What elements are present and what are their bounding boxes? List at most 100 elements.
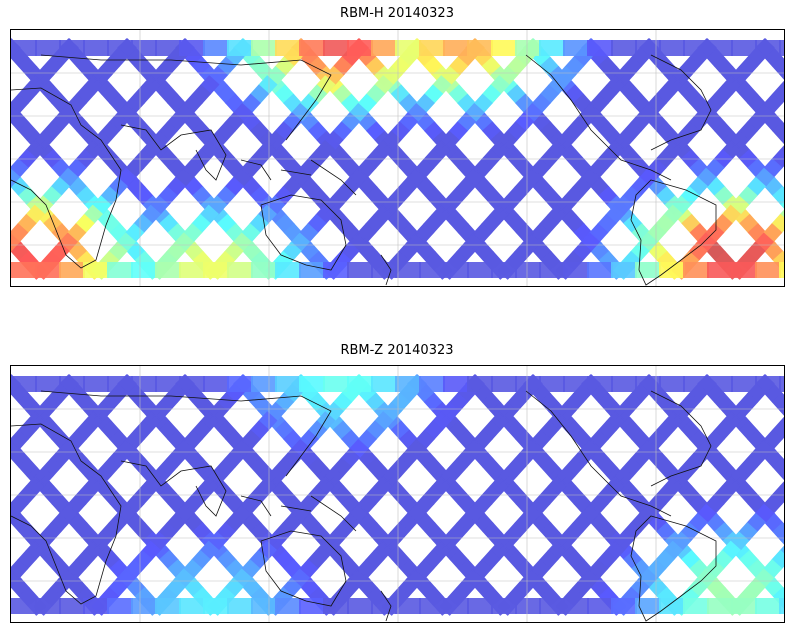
polar-swath-cell bbox=[371, 40, 397, 56]
polar-swath-cell bbox=[659, 262, 685, 278]
polar-swath-cell bbox=[203, 598, 229, 614]
polar-swath-cell bbox=[707, 376, 733, 392]
polar-swath-cell bbox=[107, 598, 133, 614]
polar-swath-cell bbox=[395, 262, 421, 278]
polar-swath-cell bbox=[515, 376, 541, 392]
coastline-path bbox=[630, 515, 717, 622]
coastline-path bbox=[525, 54, 672, 181]
polar-swath-cell bbox=[467, 262, 493, 278]
polar-swath-cell bbox=[611, 262, 637, 278]
coastline-path bbox=[260, 530, 347, 607]
polar-swath-cell bbox=[203, 376, 229, 392]
polar-swath-cell bbox=[659, 598, 685, 614]
polar-swath-cell bbox=[683, 598, 709, 614]
polar-swath-cell bbox=[155, 40, 181, 56]
polar-swath-cell bbox=[299, 598, 325, 614]
polar-swath-cell bbox=[755, 262, 781, 278]
polar-swath-cell bbox=[707, 262, 733, 278]
polar-swath-cell bbox=[251, 40, 277, 56]
polar-swath-cell bbox=[491, 598, 517, 614]
polar-swath-cell bbox=[83, 262, 109, 278]
polar-swath-cell bbox=[59, 376, 85, 392]
polar-swath-cell bbox=[611, 376, 637, 392]
polar-swath-cell bbox=[323, 40, 349, 56]
polar-swath-cell bbox=[611, 598, 637, 614]
polar-swath-cell bbox=[707, 40, 733, 56]
swath-segment bbox=[772, 457, 784, 481]
polar-swath-cell bbox=[635, 262, 661, 278]
polar-swath-cell bbox=[563, 376, 589, 392]
polar-swath-cell bbox=[467, 598, 493, 614]
polar-swath-cell bbox=[131, 376, 157, 392]
polar-swath-cell bbox=[779, 262, 784, 278]
polar-swath-cell bbox=[443, 40, 469, 56]
polar-swath-cell bbox=[83, 598, 109, 614]
polar-swath-cell bbox=[83, 376, 109, 392]
map-canvas-h bbox=[11, 30, 784, 286]
polar-swath-cell bbox=[539, 598, 565, 614]
polar-swath-cell bbox=[227, 262, 253, 278]
polar-swath-cell bbox=[635, 598, 661, 614]
polar-swath-cell bbox=[755, 40, 781, 56]
polar-swath-cell bbox=[251, 376, 277, 392]
polar-swath-cell bbox=[587, 262, 613, 278]
polar-swath-cell bbox=[179, 40, 205, 56]
polar-swath-cell bbox=[203, 40, 229, 56]
coastline-path bbox=[380, 590, 392, 622]
polar-swath-cell bbox=[275, 40, 301, 56]
polar-swath-cell bbox=[179, 262, 205, 278]
polar-swath-cell bbox=[515, 262, 541, 278]
polar-swath-cell bbox=[107, 40, 133, 56]
polar-swath-cell bbox=[779, 40, 784, 56]
polar-swath-cell bbox=[35, 40, 61, 56]
polar-swath-cell bbox=[491, 40, 517, 56]
polar-swath-cell bbox=[179, 376, 205, 392]
polar-swath-cell bbox=[323, 598, 349, 614]
map-rbm-h[interactable] bbox=[10, 29, 785, 287]
polar-swath-cell bbox=[731, 376, 757, 392]
coastline-path bbox=[630, 179, 717, 286]
map-rbm-z[interactable] bbox=[10, 365, 785, 623]
polar-swath-cell bbox=[59, 262, 85, 278]
polar-swath-cell bbox=[683, 376, 709, 392]
polar-swath-cell bbox=[635, 376, 661, 392]
polar-swath-cell bbox=[59, 40, 85, 56]
polar-swath-cell bbox=[155, 262, 181, 278]
polar-swath-cell bbox=[659, 376, 685, 392]
polar-swath-cell bbox=[755, 598, 781, 614]
polar-swath-cell bbox=[395, 40, 421, 56]
panel-title-z: RBM-Z 20140323 bbox=[340, 343, 454, 358]
coastline-path bbox=[11, 423, 122, 605]
polar-swath-cell bbox=[707, 598, 733, 614]
polar-swath-cell bbox=[131, 40, 157, 56]
polar-swath-cell bbox=[299, 376, 325, 392]
polar-swath-cell bbox=[443, 598, 469, 614]
polar-swath-cell bbox=[467, 376, 493, 392]
polar-swath-cell bbox=[227, 40, 253, 56]
polar-swath-cell bbox=[539, 40, 565, 56]
coastline-path bbox=[260, 194, 347, 271]
polar-swath-cell bbox=[395, 376, 421, 392]
coastline-path bbox=[40, 390, 332, 477]
polar-swath-cell bbox=[83, 40, 109, 56]
polar-swath-cell bbox=[563, 40, 589, 56]
polar-swath-cell bbox=[443, 262, 469, 278]
swath-layer bbox=[11, 374, 784, 616]
polar-swath-cell bbox=[11, 40, 37, 56]
polar-swath-cell bbox=[131, 598, 157, 614]
polar-swath-cell bbox=[395, 598, 421, 614]
swath-layer bbox=[11, 38, 784, 280]
map-canvas-z bbox=[11, 366, 784, 622]
coastline-path bbox=[120, 460, 227, 517]
polar-swath-cell bbox=[587, 598, 613, 614]
polar-swath-cell bbox=[275, 376, 301, 392]
coastline-path bbox=[240, 159, 357, 196]
coastline-path bbox=[650, 390, 712, 487]
swath-segment bbox=[771, 56, 784, 80]
coastline-path bbox=[525, 390, 672, 517]
polar-swath-cell bbox=[419, 376, 445, 392]
polar-swath-cell bbox=[107, 376, 133, 392]
polar-swath-cell bbox=[131, 262, 157, 278]
coastline-path bbox=[11, 87, 122, 269]
coastline-path bbox=[380, 254, 392, 286]
